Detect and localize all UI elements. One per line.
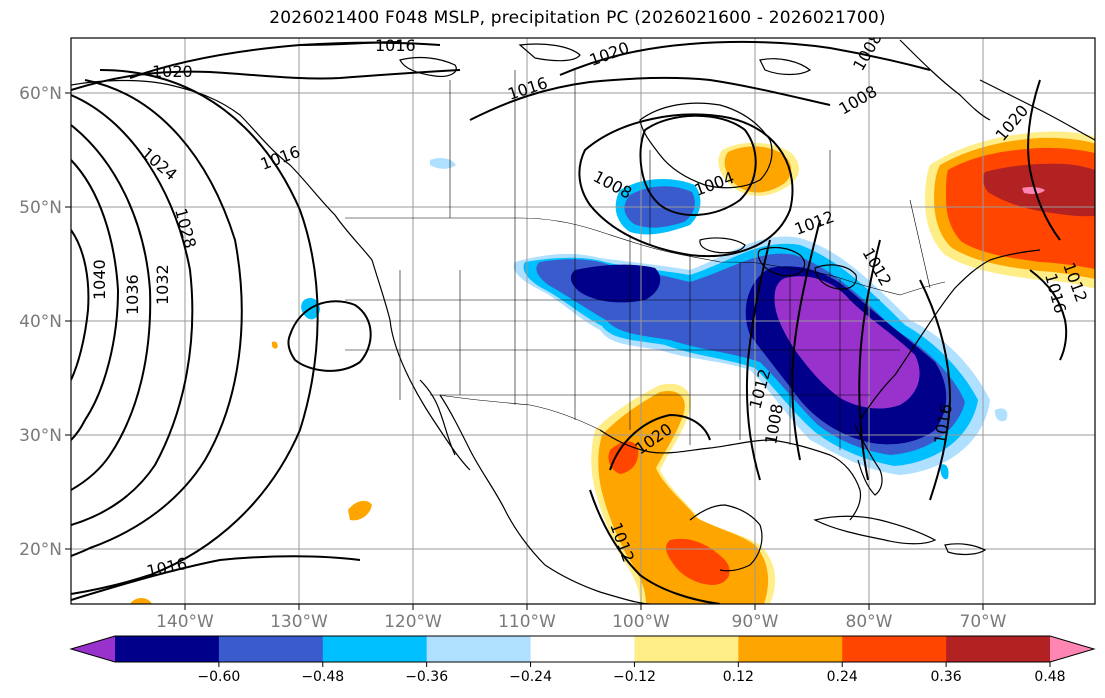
colorbar-tick-label: 0.36 — [931, 669, 962, 685]
graticule — [71, 38, 1095, 604]
colorbar-segment — [115, 636, 220, 662]
colorbar-labels: −0.60 −0.48 −0.36 −0.24 −0.12 0.12 0.24 0.36 0.4… — [197, 669, 1065, 685]
lon-label: 100°W — [612, 612, 670, 632]
colorbar-segment — [946, 636, 1051, 662]
colorbar-tick-label: 0.24 — [827, 669, 858, 685]
colorbar-tick-label: 0.12 — [723, 669, 754, 685]
longitude-labels: 140°W 130°W 120°W 110°W 100°W 90°W 80°W … — [156, 612, 1007, 632]
axis-ticks — [65, 92, 984, 610]
colorbar-extend-high — [1050, 636, 1094, 662]
colorbar-segment — [322, 636, 428, 662]
colorbar-segment — [738, 636, 843, 662]
lat-label: 30°N — [19, 426, 62, 446]
colorbar-ticks — [218, 662, 1051, 667]
colorbar-tick-label: −0.36 — [405, 669, 448, 685]
lon-label: 70°W — [960, 612, 1007, 632]
colorbar-segment — [530, 636, 635, 662]
isobar-label: 1040 — [90, 259, 109, 300]
coastlines — [71, 39, 1095, 604]
lat-label: 40°N — [19, 312, 62, 332]
isobars — [71, 40, 1068, 604]
isobar-label: 1036 — [123, 274, 142, 315]
colorbar-segment — [634, 636, 739, 662]
lon-label: 120°W — [384, 612, 442, 632]
colorbar-segment — [842, 636, 947, 662]
colorbar-tick-label: −0.24 — [509, 669, 552, 685]
latitude-labels: 60°N 50°N 40°N 30°N 20°N — [19, 84, 62, 560]
political-borders — [345, 70, 946, 450]
colorbar-tick-label: −0.12 — [613, 669, 656, 685]
colorbar-extend-low — [71, 636, 115, 662]
lon-label: 140°W — [156, 612, 214, 632]
map-title: 2026021400 F048 MSLP, precipitation PC (… — [269, 8, 886, 28]
lat-label: 60°N — [19, 84, 62, 104]
colorbar-tick-label: −0.48 — [301, 669, 344, 685]
lon-label: 110°W — [498, 612, 556, 632]
colorbar-segments — [71, 636, 1094, 662]
lat-label: 50°N — [19, 198, 62, 218]
isobar-label: 1020 — [152, 62, 193, 81]
lon-label: 90°W — [732, 612, 779, 632]
colorbar-outline — [69, 635, 1096, 663]
isobar-label: 1016 — [375, 36, 416, 55]
colorbar: −0.60 −0.48 −0.36 −0.24 −0.12 0.12 0.24 0.36 0.4… — [69, 635, 1096, 685]
lat-label: 20°N — [19, 540, 62, 560]
colorbar-segment — [426, 636, 532, 662]
colorbar-segment — [218, 636, 324, 662]
colorbar-tick-label: 0.48 — [1034, 669, 1065, 685]
lon-label: 130°W — [270, 612, 328, 632]
lon-label: 80°W — [846, 612, 893, 632]
isobar-label: 1032 — [153, 264, 172, 305]
colorbar-tick-label: −0.60 — [197, 669, 240, 685]
